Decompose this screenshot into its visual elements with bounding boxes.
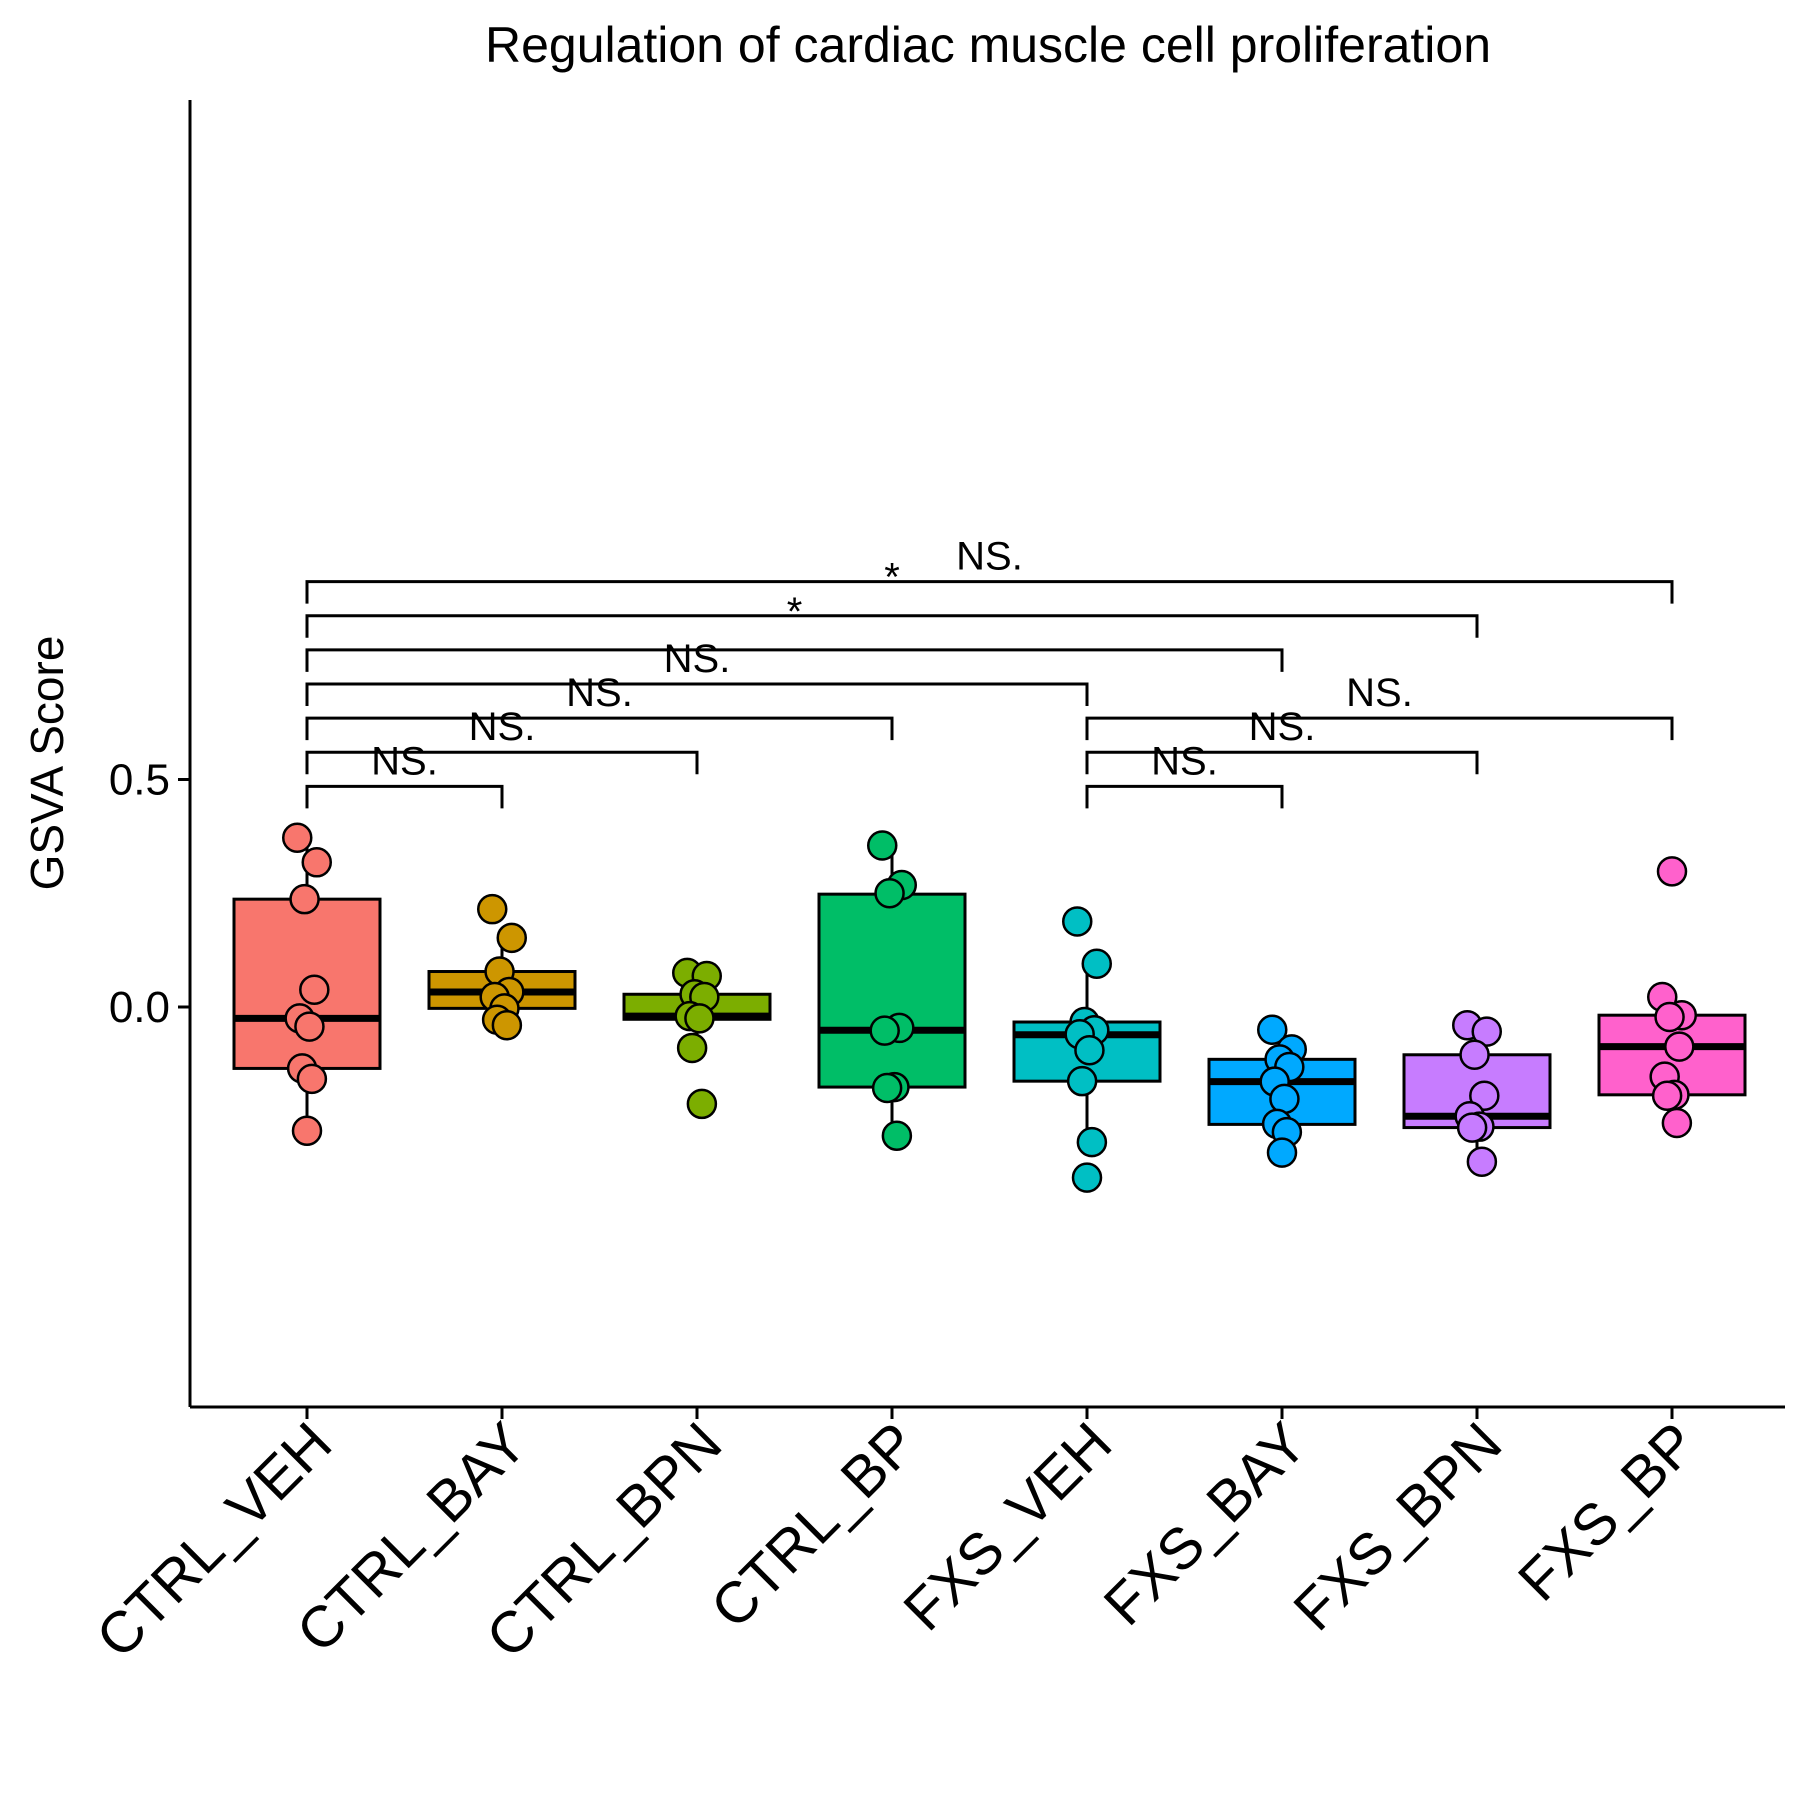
significance-label: NS.: [566, 671, 633, 715]
x-tick-label: FXS_VEH: [891, 1410, 1124, 1643]
significance-label: *: [787, 590, 803, 634]
significance-label: *: [884, 556, 900, 600]
data-point: [477, 893, 508, 925]
data-point: [1471, 1016, 1502, 1047]
data-point: [1062, 906, 1093, 937]
significance-label: NS.: [1249, 705, 1316, 749]
significance-label: NS.: [371, 739, 438, 783]
data-point: [299, 974, 330, 1005]
significance-label: NS.: [1346, 671, 1413, 715]
comparison-bracket: [305, 648, 1284, 672]
data-point: [1269, 1083, 1300, 1115]
data-point: [684, 1003, 715, 1034]
data-point: [1266, 1137, 1298, 1168]
data-point: [301, 847, 332, 878]
significance-label: NS.: [956, 535, 1023, 579]
data-point: [1066, 1065, 1098, 1097]
significance-label: NS.: [469, 705, 536, 749]
comparison-bracket: [305, 682, 1089, 706]
data-point: [874, 878, 905, 909]
data-point: [676, 1032, 708, 1064]
data-point: [1074, 1034, 1105, 1066]
y-tick-label: 0.5: [109, 756, 170, 805]
data-point: [1076, 1126, 1108, 1158]
axes: 0.50.0CTRL_VEHCTRL_BAYCTRL_BPNCTRL_BPFXS…: [84, 100, 1785, 1670]
data-point: [1466, 1146, 1498, 1177]
comparison-bracket: [305, 716, 894, 741]
box-layer: [232, 837, 1747, 1160]
x-tick-label: CTRL_BP: [699, 1410, 930, 1641]
chart-title: Regulation of cardiac muscle cell prolif…: [485, 17, 1491, 73]
x-tick-label: FXS_BPN: [1281, 1410, 1514, 1643]
significance-label: NS.: [1151, 739, 1218, 783]
x-tick-label: FXS_BP: [1506, 1410, 1709, 1613]
comparison-bracket: [305, 614, 1479, 638]
data-point: [1654, 1001, 1685, 1033]
box-ctrl-bp: [817, 892, 967, 1089]
data-point: [1651, 1080, 1683, 1111]
data-point: [686, 1088, 718, 1120]
data-point: [282, 822, 313, 853]
data-point: [289, 883, 320, 915]
data-point: [1661, 1107, 1693, 1139]
x-tick-label: FXS_BAY: [1092, 1410, 1320, 1638]
data-point: [1257, 1014, 1288, 1045]
data-point: [1459, 1039, 1490, 1071]
comparison-bracket: [1085, 784, 1284, 809]
data-point: [1656, 856, 1688, 887]
comparison-bracket: [305, 580, 1674, 604]
data-point: [867, 830, 898, 861]
comparison-bracket: [1085, 750, 1479, 775]
data-point: [1071, 1162, 1103, 1193]
comparison-brackets: NS. NS. NS. NS. * * NS. NS. NS. NS.: [305, 535, 1674, 809]
significance-label: NS.: [664, 637, 731, 681]
data-point: [496, 922, 527, 954]
data-point: [881, 1120, 913, 1152]
data-point: [291, 1115, 323, 1147]
data-point: [869, 1015, 900, 1046]
data-point: [1664, 1031, 1695, 1062]
data-point: [491, 1009, 523, 1041]
data-point: [1469, 1080, 1500, 1111]
comparison-bracket: [305, 750, 699, 775]
point-layer: [282, 822, 1697, 1193]
y-axis-label: GSVA Score: [21, 636, 73, 891]
data-point: [296, 1063, 328, 1095]
y-tick-label: 0.0: [109, 983, 170, 1032]
data-point: [1081, 948, 1112, 980]
data-point: [294, 1011, 325, 1042]
comparison-bracket: [305, 784, 504, 809]
data-point: [1456, 1112, 1488, 1143]
comparison-bracket: [1085, 716, 1674, 741]
data-point: [871, 1072, 903, 1104]
